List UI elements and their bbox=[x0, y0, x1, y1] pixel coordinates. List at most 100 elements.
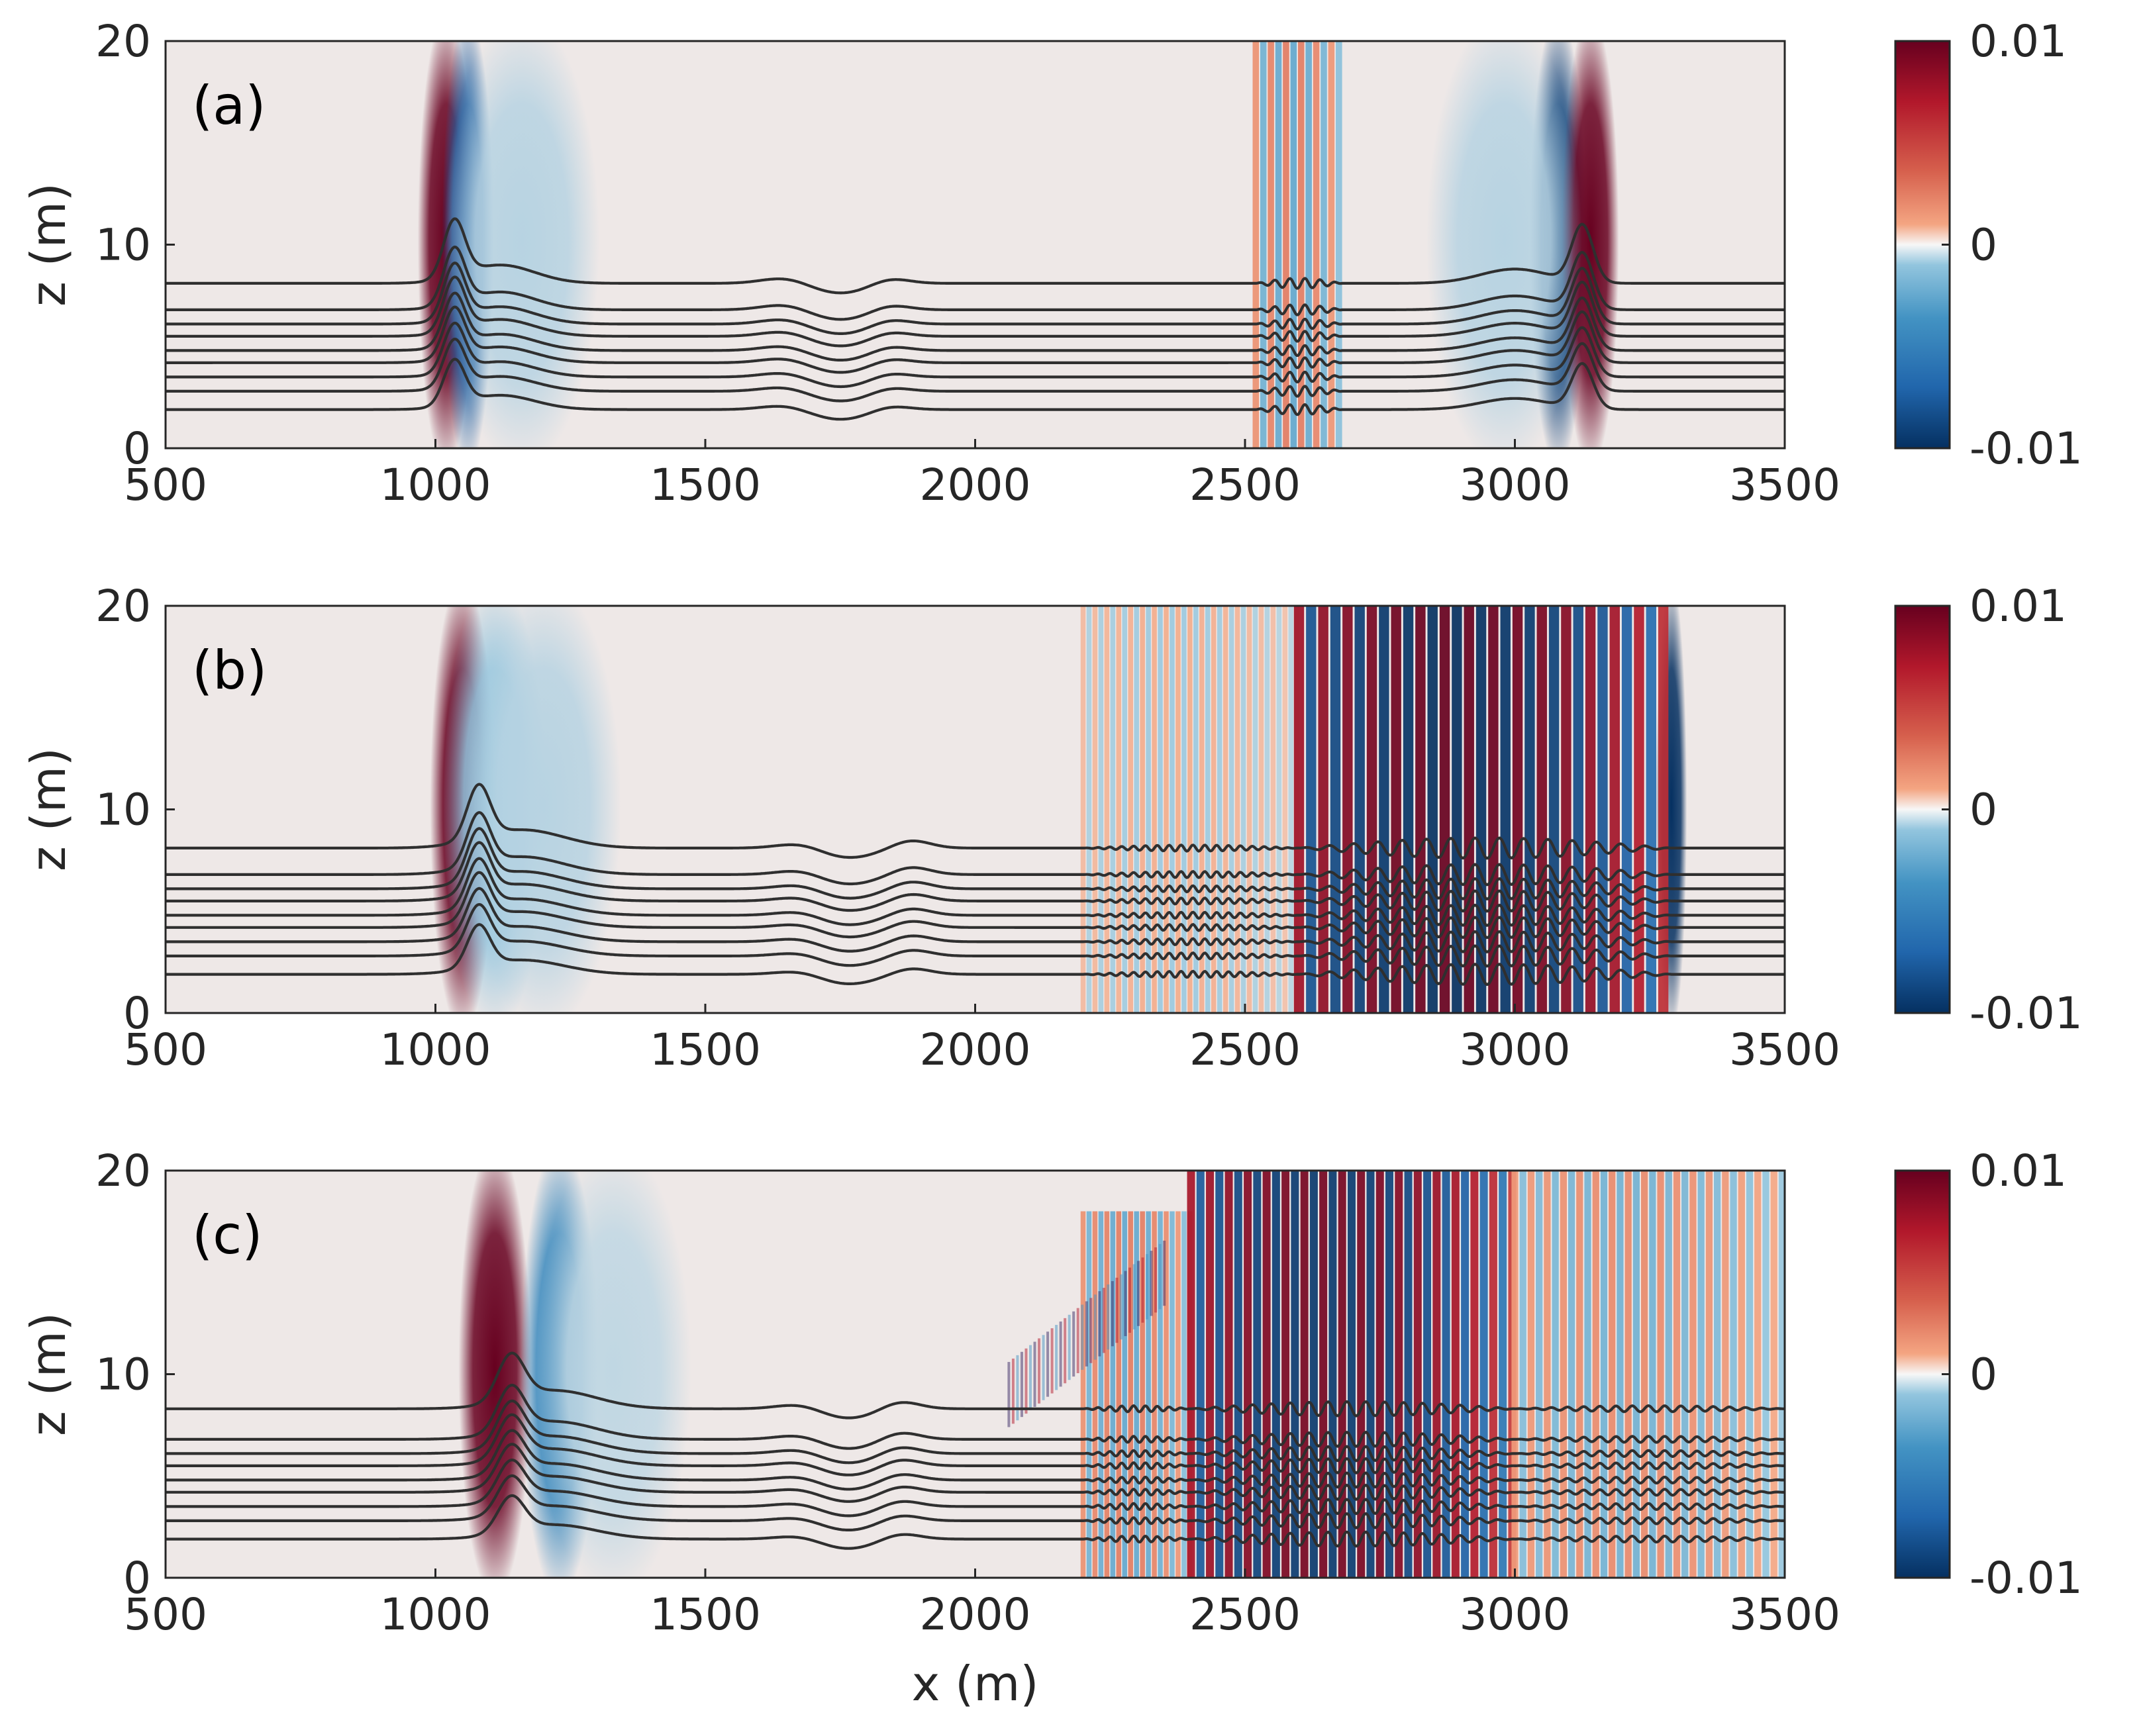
wave-band bbox=[1689, 1171, 1697, 1578]
wave-band bbox=[1253, 1171, 1262, 1578]
colorbar-tick-label: -0.01 bbox=[1970, 1553, 2083, 1604]
wave-band bbox=[1552, 1171, 1559, 1578]
wave-band bbox=[1770, 1171, 1777, 1578]
wave-band bbox=[1217, 606, 1222, 1013]
x-axis-label: x (m) bbox=[912, 1656, 1039, 1712]
wave-band bbox=[1681, 1171, 1689, 1578]
shear-band-streak bbox=[1132, 1264, 1136, 1329]
wave-band bbox=[1646, 606, 1656, 1013]
solitary-wave-mark bbox=[536, 1171, 691, 1578]
wave-band bbox=[1470, 1171, 1479, 1578]
wave-band bbox=[1624, 1171, 1632, 1578]
isopycnal-line bbox=[166, 1413, 1785, 1476]
colorbar-gradient bbox=[1894, 1169, 1951, 1579]
isopycnal-line bbox=[166, 1443, 1785, 1503]
wave-band bbox=[1152, 606, 1157, 1013]
wave-band bbox=[1134, 1211, 1139, 1578]
wave-band bbox=[1395, 1171, 1403, 1578]
isopycnal-line bbox=[166, 321, 1785, 389]
wave-band bbox=[1170, 1211, 1175, 1578]
shear-band-streak bbox=[1046, 1331, 1050, 1397]
wave-band bbox=[1375, 1171, 1384, 1578]
wave-band bbox=[1281, 1171, 1290, 1578]
wave-band bbox=[1632, 1171, 1640, 1578]
isopycnal-line bbox=[166, 291, 1785, 362]
shear-band-streak bbox=[1016, 1355, 1019, 1421]
wave-band bbox=[1098, 606, 1104, 1013]
x-tick-label: 2500 bbox=[1189, 1024, 1301, 1075]
x-tick-label: 1000 bbox=[380, 459, 491, 510]
wave-band bbox=[1128, 606, 1133, 1013]
wave-band bbox=[1234, 606, 1240, 1013]
wave-band bbox=[1560, 1171, 1567, 1578]
wave-band bbox=[1479, 1171, 1488, 1578]
isopycnal-line bbox=[166, 337, 1785, 403]
wave-band bbox=[1713, 1171, 1721, 1578]
x-tick-label: 2500 bbox=[1189, 1589, 1301, 1640]
wave-band bbox=[1206, 1171, 1215, 1578]
shear-band-streak bbox=[1068, 1314, 1071, 1380]
wave-band bbox=[1617, 1171, 1624, 1578]
isopycnal-line bbox=[166, 857, 1785, 927]
wave-band bbox=[1432, 1171, 1441, 1578]
x-tick-label: 1000 bbox=[380, 1024, 491, 1075]
wave-band bbox=[1500, 606, 1511, 1013]
x-tick-label: 2500 bbox=[1189, 459, 1301, 510]
y-tick-label: 0 bbox=[123, 423, 151, 474]
wave-band bbox=[1283, 41, 1289, 448]
shear-band-streak bbox=[1102, 1288, 1105, 1353]
isopycnal-line bbox=[166, 1383, 1785, 1450]
wave-band bbox=[1164, 606, 1169, 1013]
wave-band bbox=[1222, 606, 1228, 1013]
wave-band bbox=[1415, 606, 1426, 1013]
wave-band bbox=[1499, 1171, 1507, 1578]
wave-band bbox=[1330, 606, 1341, 1013]
wave-band bbox=[1722, 1171, 1729, 1578]
wave-band bbox=[1268, 41, 1274, 448]
shear-band-streak bbox=[1011, 1358, 1015, 1424]
isopycnal-line bbox=[166, 275, 1785, 348]
isopycnal-line bbox=[166, 841, 1785, 913]
colorbar: 0.01 0 -0.01 bbox=[1894, 16, 2083, 474]
wave-band bbox=[1086, 606, 1092, 1013]
x-tick-label: 1500 bbox=[650, 459, 761, 510]
wave-band bbox=[1228, 606, 1234, 1013]
wave-band bbox=[1152, 1211, 1157, 1578]
wave-band bbox=[1519, 1171, 1526, 1578]
y-tick-label: 10 bbox=[95, 1349, 151, 1400]
wave-band bbox=[1116, 606, 1122, 1013]
wave-band bbox=[1270, 606, 1276, 1013]
colorbar: 0.01 0 -0.01 bbox=[1894, 1145, 2083, 1604]
wave-band bbox=[1215, 1171, 1224, 1578]
wave-band bbox=[1187, 606, 1193, 1013]
wave-band bbox=[1305, 41, 1312, 448]
shear-band-streak bbox=[1085, 1301, 1088, 1367]
shear-band-streak bbox=[1137, 1261, 1140, 1326]
panel-a: 500 1000 1500 2000 2500 3000 3500 0 10 20 z (m) (a)… bbox=[21, 16, 2083, 510]
x-tick-label: 3000 bbox=[1460, 459, 1571, 510]
shear-band-streak bbox=[1029, 1345, 1032, 1411]
wave-band bbox=[1762, 1171, 1770, 1578]
x-tick-label: 1500 bbox=[650, 1589, 761, 1640]
shear-band-streak bbox=[1064, 1318, 1067, 1384]
wave-band bbox=[1276, 606, 1282, 1013]
wave-band bbox=[1258, 606, 1264, 1013]
y-tick-label: 20 bbox=[95, 1145, 151, 1196]
wave-band bbox=[1576, 1171, 1583, 1578]
wave-band bbox=[1318, 606, 1328, 1013]
wave-band bbox=[1705, 1171, 1713, 1578]
isopycnal-line bbox=[166, 811, 1785, 887]
isopycnal-line bbox=[166, 1474, 1785, 1531]
shear-band-streak bbox=[1128, 1267, 1131, 1333]
isopycnal-line bbox=[166, 217, 1785, 295]
wave-band bbox=[1328, 1171, 1337, 1578]
shear-band-streak bbox=[1007, 1362, 1011, 1427]
shear-band-streak bbox=[1154, 1247, 1158, 1313]
wave-band bbox=[1548, 606, 1560, 1013]
shear-band-streak bbox=[1115, 1277, 1119, 1343]
wave-band bbox=[1175, 606, 1181, 1013]
wave-band bbox=[1313, 41, 1320, 448]
solitary-wave-mark bbox=[458, 1171, 531, 1578]
shear-band-streak bbox=[1093, 1294, 1097, 1360]
shear-band-streak bbox=[1124, 1271, 1127, 1337]
